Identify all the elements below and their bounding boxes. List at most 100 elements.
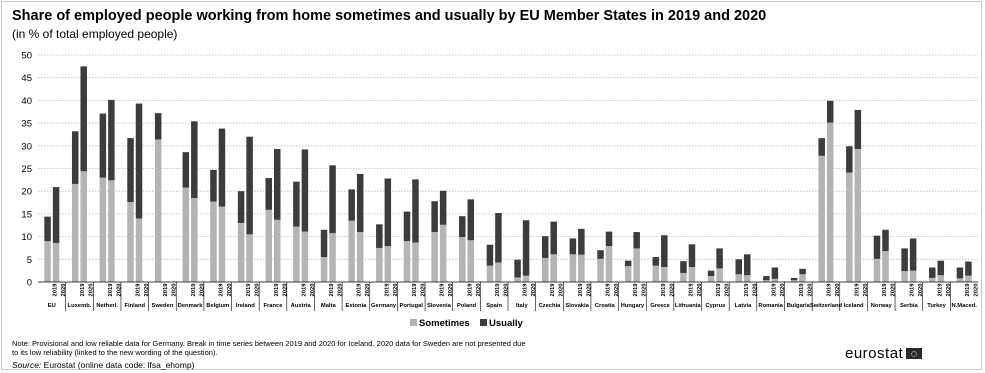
bar-sometimes: [495, 262, 502, 282]
bar-sometimes: [44, 241, 51, 282]
bar-sometimes: [569, 254, 577, 282]
category-label: Cyprus: [705, 303, 725, 309]
bar-sometimes: [818, 155, 825, 282]
year-tick-label: 2019: [633, 283, 639, 297]
y-tick-label: 10: [21, 232, 32, 243]
bar-sometimes: [135, 218, 143, 282]
year-tick-label: 2019: [827, 283, 833, 297]
bar-usually: [680, 261, 687, 273]
bar-sometimes: [218, 206, 226, 282]
year-tick-label: 2020: [420, 284, 426, 297]
bar-usually: [652, 257, 660, 266]
year-tick-label: 2020: [697, 284, 703, 297]
category-label: Hungary: [621, 303, 645, 309]
bar-usually: [246, 136, 253, 235]
year-tick-label: 2020: [365, 284, 371, 297]
bar-usually: [44, 216, 51, 242]
bar-sometimes: [52, 242, 60, 282]
bar-sometimes: [578, 254, 585, 282]
year-tick-label: 2020: [918, 284, 924, 297]
bar-sometimes: [680, 272, 687, 282]
category-label: Turkey: [927, 303, 946, 309]
year-tick-label: 2019: [744, 283, 750, 297]
bar-usually: [274, 148, 281, 220]
category-label: Iceland: [844, 303, 864, 309]
legend-swatch: [410, 319, 417, 326]
bar-sometimes: [661, 267, 668, 282]
bar-sometimes: [210, 201, 217, 282]
bar-sometimes: [459, 237, 466, 282]
bar-usually: [522, 220, 530, 276]
year-tick-label: 2020: [116, 284, 122, 297]
year-tick-label: 2020: [503, 284, 509, 297]
year-tick-label: 2020: [752, 284, 758, 297]
bar-usually: [854, 109, 862, 149]
bar-usually: [154, 113, 162, 140]
bar-sometimes: [467, 240, 475, 282]
bar-usually: [52, 187, 60, 243]
year-tick-label: 2019: [301, 283, 307, 297]
year-tick-label: 2020: [780, 284, 786, 297]
bar-usually: [956, 267, 964, 279]
year-tick-label: 2019: [965, 283, 971, 297]
bar-usually: [191, 121, 198, 199]
bar-usually: [550, 221, 557, 255]
category-label: Estonia: [345, 303, 367, 309]
bar-usually: [99, 113, 107, 178]
category-label: N.Maced.: [951, 303, 977, 309]
category-label: EU: [48, 303, 56, 309]
y-tick-label: 45: [21, 73, 32, 84]
category-label: Italy: [516, 303, 528, 309]
bar-sometimes: [771, 278, 779, 282]
category-label: Romania: [758, 303, 783, 309]
bar-sometimes: [909, 270, 917, 282]
bar-usually: [265, 178, 272, 210]
year-tick-label: 2020: [614, 284, 620, 297]
category-label: Poland: [457, 303, 477, 309]
bar-usually: [127, 138, 134, 203]
year-tick-label: 2020: [393, 284, 399, 297]
bar-sometimes: [799, 274, 806, 282]
source-text: Eurostat (online data code: lfsa_ehomp): [43, 360, 195, 370]
bar-sometimes: [707, 276, 715, 282]
bar-usually: [384, 178, 392, 247]
bar-sometimes: [293, 226, 300, 282]
y-tick-label: 15: [21, 209, 32, 220]
legend-swatch: [480, 319, 487, 326]
bar-sometimes: [71, 183, 79, 282]
eurostat-logo[interactable]: eurostat: [845, 345, 923, 362]
bar-usually: [771, 267, 779, 279]
bar-usually: [605, 231, 613, 247]
bar-usually: [716, 248, 723, 269]
bar-usually: [901, 248, 908, 272]
category-label: France: [263, 303, 283, 309]
chart-subtitle: (in % of total employed people): [12, 27, 178, 41]
chart-source: Source: Eurostat (online data code: lfsa…: [12, 360, 194, 370]
source-label: Source:: [12, 360, 42, 370]
bar-usually: [597, 250, 604, 259]
year-tick-label: 2020: [144, 284, 150, 297]
bar-sometimes: [237, 222, 245, 282]
year-tick-label: 2019: [910, 283, 916, 297]
bar-usually: [965, 261, 972, 276]
bar-sometimes: [329, 232, 336, 282]
bar-usually: [909, 238, 917, 271]
bar-sometimes: [854, 148, 862, 282]
bar-usually: [688, 244, 696, 268]
year-tick-label: 2020: [586, 284, 592, 297]
year-tick-label: 2020: [669, 284, 675, 297]
year-tick-label: 2019: [384, 283, 390, 297]
bar-usually: [237, 191, 245, 223]
bar-sometimes: [182, 187, 190, 282]
bar-usually: [495, 212, 502, 263]
bar-usually: [735, 259, 742, 275]
bar-sometimes: [882, 251, 889, 282]
year-tick-label: 2019: [440, 283, 446, 297]
year-tick-label: 2019: [163, 283, 169, 297]
year-tick-label: 2020: [89, 284, 95, 297]
year-tick-label: 2019: [495, 283, 501, 297]
bar-usually: [329, 165, 336, 233]
bar-sometimes: [937, 275, 945, 282]
year-tick-label: 2019: [716, 283, 722, 297]
category-label: Bulgaria: [787, 303, 811, 309]
